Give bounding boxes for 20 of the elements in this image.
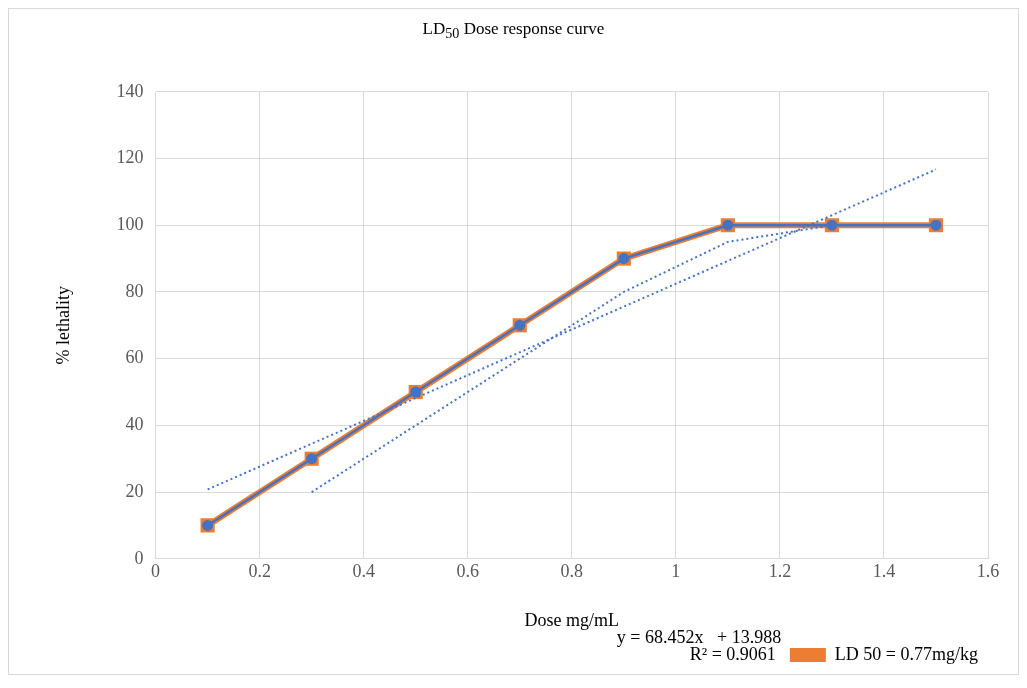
y-tick-label: 120 bbox=[116, 147, 144, 168]
x-tick-label: 1.6 bbox=[976, 561, 1000, 582]
y-tick-label: 60 bbox=[125, 347, 144, 368]
x-tick-label: 1.2 bbox=[768, 561, 792, 582]
y-tick-label: 40 bbox=[125, 414, 144, 435]
x-tick-label: 0 bbox=[151, 561, 161, 582]
x-tick-label: 1.4 bbox=[872, 561, 896, 582]
y-tick-label: 80 bbox=[125, 280, 144, 301]
x-tick-label: 1 bbox=[671, 561, 681, 582]
y-tick-label: 0 bbox=[134, 547, 144, 568]
legend-label: LD 50 = 0.77mg/kg bbox=[834, 643, 979, 664]
y-tick-label: 100 bbox=[116, 213, 144, 234]
x-tick-label: 0.8 bbox=[560, 561, 584, 582]
x-tick-label: 0.6 bbox=[456, 561, 479, 582]
chart-title: LD$_{50}$ Dose response curve bbox=[421, 18, 606, 44]
x-tick-label: 0.4 bbox=[352, 561, 375, 582]
y-tick-label: 20 bbox=[125, 480, 144, 501]
x-tick-label: 0.2 bbox=[248, 561, 271, 582]
y-axis-title: % lethality bbox=[52, 286, 73, 365]
y-tick-label: 140 bbox=[116, 80, 144, 101]
